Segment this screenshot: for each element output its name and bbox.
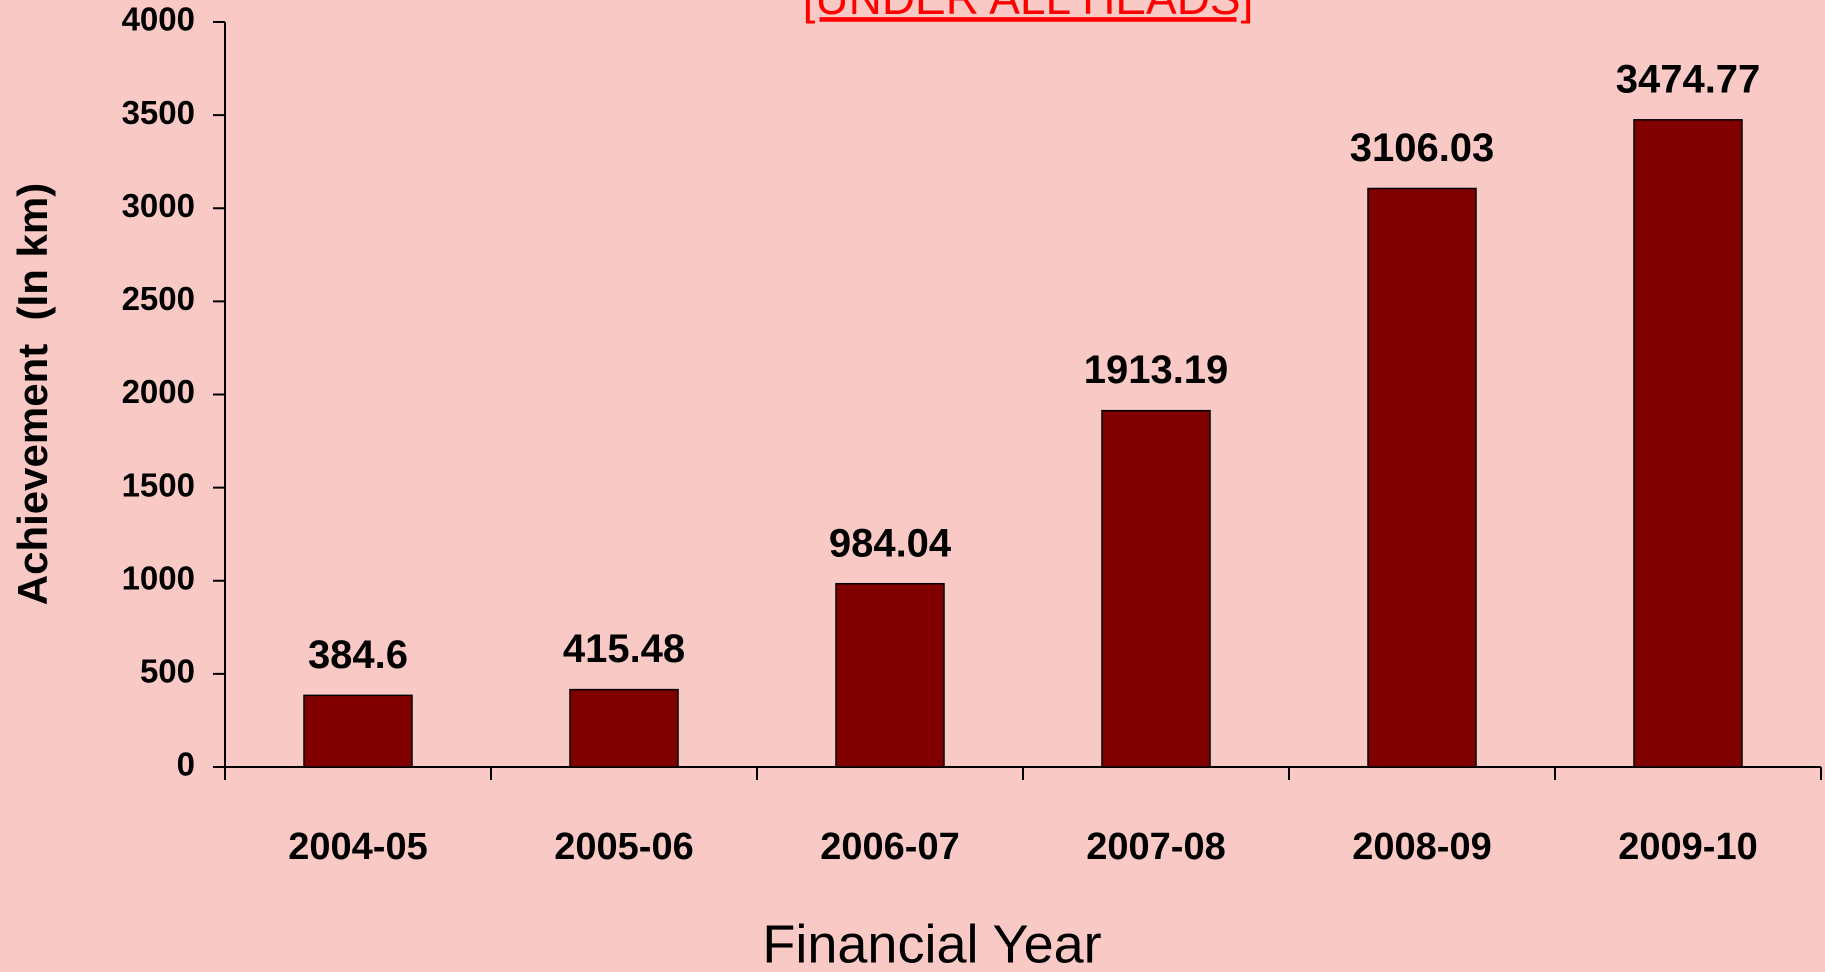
x-tick-label: 2006-07 [820, 826, 959, 868]
y-tick-label: 1500 [122, 466, 195, 503]
y-tick-label: 1000 [122, 559, 195, 596]
y-axis-label: Achievement (In km) [9, 183, 56, 605]
x-tick-label: 2009-10 [1618, 826, 1757, 868]
y-tick-label: 4000 [122, 1, 195, 38]
data-label: 1913.19 [1084, 348, 1229, 392]
bar [569, 688, 679, 768]
bar [303, 694, 413, 768]
bar [1633, 119, 1743, 768]
y-tick-label: 0 [177, 746, 195, 783]
bar [1367, 187, 1477, 768]
data-label: 415.48 [563, 627, 685, 671]
x-tick-label: 2004-05 [288, 826, 427, 868]
data-label: 984.04 [829, 521, 952, 565]
x-tick-label: 2007-08 [1086, 826, 1225, 868]
x-tick-label: 2005-06 [554, 826, 693, 868]
x-tick-label: 2008-09 [1352, 826, 1491, 868]
chart-title: [UNDER ALL HEADS] [803, 0, 1254, 24]
y-tick-label: 3500 [122, 94, 195, 131]
data-label: 384.6 [308, 633, 408, 677]
bar [1101, 409, 1211, 768]
y-tick-label: 2000 [122, 373, 195, 410]
y-tick-label: 2500 [122, 280, 195, 317]
data-label: 3106.03 [1350, 126, 1495, 170]
y-tick-label: 500 [140, 653, 195, 690]
data-label: 3474.77 [1616, 57, 1761, 101]
bar [835, 582, 945, 768]
y-tick-label: 3000 [122, 187, 195, 224]
x-axis-label: Financial Year [762, 914, 1101, 972]
